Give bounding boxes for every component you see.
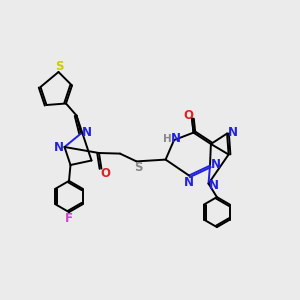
Text: F: F (65, 212, 73, 225)
Text: H: H (163, 134, 172, 144)
Text: O: O (183, 109, 194, 122)
Text: S: S (55, 60, 64, 73)
Text: N: N (82, 126, 92, 139)
Text: N: N (211, 158, 221, 171)
Text: N: N (171, 132, 181, 146)
Text: O: O (100, 167, 110, 180)
Text: N: N (228, 126, 238, 139)
Text: N: N (209, 178, 219, 192)
Text: N: N (54, 141, 64, 154)
Text: S: S (134, 160, 142, 174)
Text: N: N (184, 176, 194, 189)
